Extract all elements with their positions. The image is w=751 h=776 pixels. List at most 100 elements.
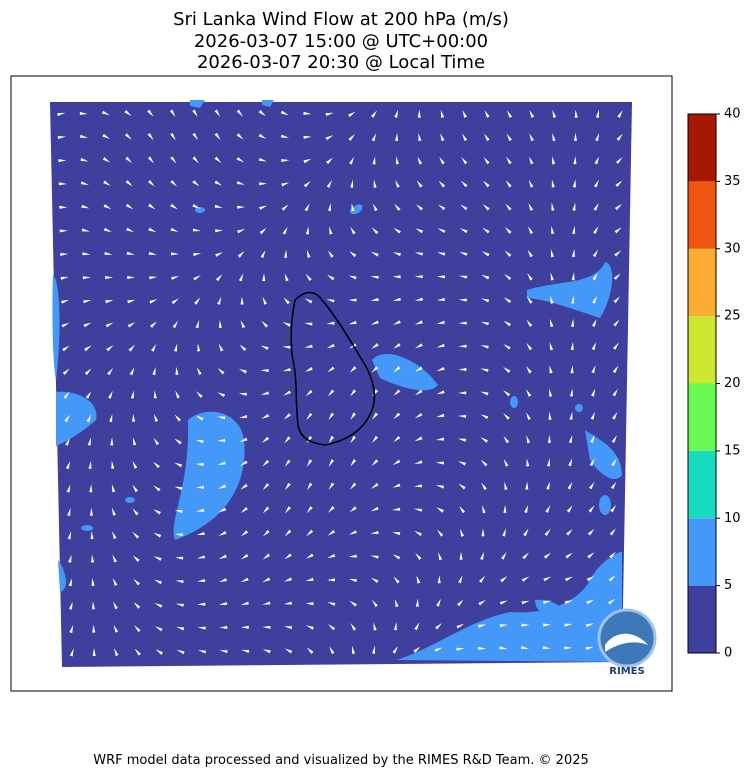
wind-arrow <box>217 296 222 305</box>
wind-arrow <box>349 482 357 490</box>
wind-arrow <box>567 481 573 490</box>
wind-arrow <box>478 646 487 650</box>
wind-arrow <box>112 531 117 540</box>
wind-arrow <box>588 505 595 513</box>
colorbar-tick-label: 30 <box>724 241 741 256</box>
wind-arrow <box>529 133 534 142</box>
wind-arrow <box>502 390 511 397</box>
wind-arrow <box>393 435 401 443</box>
wind-arrow <box>481 482 487 490</box>
wind-arrow <box>112 577 118 586</box>
wind-arrow <box>214 109 221 118</box>
wind-arrow <box>503 435 510 444</box>
wind-arrow <box>569 388 573 397</box>
wind-arrow <box>125 203 134 210</box>
wind-arrow <box>480 391 489 396</box>
wind-arrow <box>259 205 268 210</box>
wind-arrow <box>305 602 314 606</box>
wind-arrow <box>551 202 555 211</box>
wind-arrow <box>175 603 184 607</box>
wind-arrow <box>127 299 136 304</box>
wind-arrow <box>169 109 176 118</box>
wind-arrow <box>499 600 508 605</box>
wind-arrow <box>505 180 512 188</box>
wind-arrow <box>306 459 313 467</box>
wind-arrow <box>87 437 92 446</box>
wind-arrow <box>370 275 379 279</box>
wind-arrow <box>66 484 71 493</box>
wind-arrow <box>283 577 292 582</box>
wind-arrow <box>91 577 95 586</box>
footer: WRF model data processed and visualized … <box>93 753 589 768</box>
wind-arrow <box>92 624 96 633</box>
wind-arrow <box>260 369 269 373</box>
wind-arrow <box>458 321 467 325</box>
wind-arrow <box>612 342 620 350</box>
wind-arrow <box>552 109 557 118</box>
wind-arrow <box>170 179 178 187</box>
wind-arrow <box>327 389 335 397</box>
wind-arrow <box>614 227 622 234</box>
wind-arrow <box>79 111 88 115</box>
wind-arrow <box>126 227 135 233</box>
wind-arrow <box>394 203 401 211</box>
wind-arrow <box>306 249 311 258</box>
wind-arrow <box>395 156 399 165</box>
wind-arrow <box>240 483 248 490</box>
wind-arrow <box>147 179 155 187</box>
wind-arrow <box>57 112 66 117</box>
wind-arrow <box>153 390 157 399</box>
wind-arrow <box>438 180 446 188</box>
wind-arrow <box>479 575 486 583</box>
wind-arrow <box>484 133 490 142</box>
wind-arrow <box>196 367 202 375</box>
wind-arrow <box>526 365 532 374</box>
wind-arrow <box>198 650 207 654</box>
wind-arrow <box>125 180 133 187</box>
wind-arrow <box>284 273 289 282</box>
wind-arrow <box>549 388 553 397</box>
wind-arrow <box>153 532 162 538</box>
wind-arrow <box>436 366 445 372</box>
wind-arrow <box>526 412 531 421</box>
wind-arrow <box>482 505 486 514</box>
wind-arrow <box>564 646 573 650</box>
wind-arrow <box>132 413 136 422</box>
wind-arrow <box>613 319 620 327</box>
wind-arrow <box>523 528 529 537</box>
wind-arrow <box>329 226 333 235</box>
wind-arrow <box>326 157 333 165</box>
wind-arrow <box>350 179 354 188</box>
wind-arrow <box>462 109 467 118</box>
wind-arrow <box>459 228 468 234</box>
wind-arrow <box>80 157 89 162</box>
wind-arrow <box>173 343 178 352</box>
wind-arrow <box>528 156 534 165</box>
wind-arrow <box>217 416 226 420</box>
wind-arrow <box>372 645 376 654</box>
wind-arrow <box>109 413 113 423</box>
wind-arrow <box>392 483 401 488</box>
wind-arrow <box>612 411 618 420</box>
wind-arrow <box>218 319 222 328</box>
wind-arrow <box>149 299 158 304</box>
wind-arrow <box>392 532 401 536</box>
wind-arrow <box>124 110 132 117</box>
wind-arrow <box>284 249 288 258</box>
wind-arrow <box>129 367 135 376</box>
colorbar-segment <box>688 248 716 317</box>
wind-arrow <box>370 506 379 512</box>
wind-arrow <box>371 366 379 373</box>
wind-arrow <box>458 367 467 371</box>
wind-arrow <box>192 132 199 141</box>
wind-arrow <box>529 110 535 118</box>
wind-arrow <box>90 531 94 540</box>
wind-arrow <box>326 180 332 188</box>
wind-arrow <box>124 133 132 140</box>
wind-arrow <box>542 646 551 650</box>
wind-arrow <box>304 298 313 304</box>
wind-arrow <box>91 601 95 610</box>
wind-arrow <box>590 411 595 420</box>
wind-arrow <box>85 391 92 399</box>
wind-arrow <box>280 134 290 138</box>
